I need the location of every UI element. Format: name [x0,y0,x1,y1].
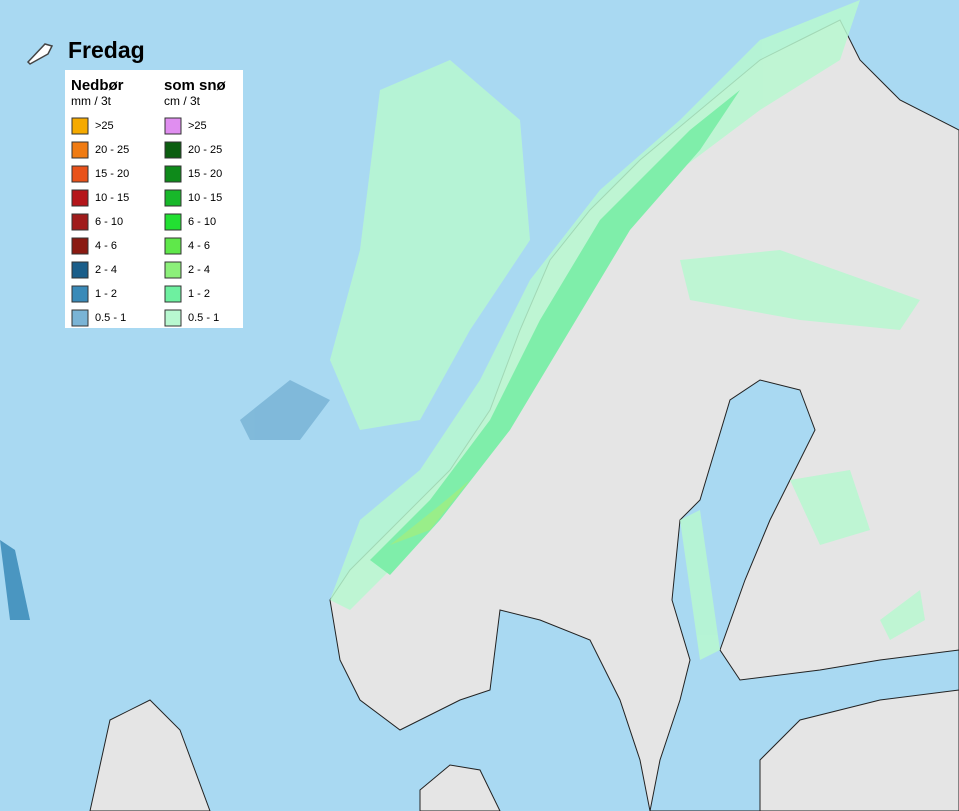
legend-label: 20 - 25 [95,144,129,156]
legend-label: 2 - 4 [95,264,117,276]
legend-label: 6 - 10 [95,216,123,228]
legend-label: >25 [188,120,207,132]
legend-swatch [164,189,182,207]
legend-label: 1 - 2 [188,288,210,300]
legend-swatch [71,141,89,159]
legend-swatch [164,237,182,255]
legend-swatch [71,213,89,231]
map-icon [26,43,54,65]
baltic-sea [649,379,959,811]
legend-label: 0.5 - 1 [188,312,219,324]
legend-unit: cm / 3t [164,94,201,108]
legend-swatch [164,117,182,135]
legend-label: 20 - 25 [188,144,222,156]
legend-swatch [164,141,182,159]
legend-unit: mm / 3t [71,94,112,108]
legend-box [65,70,243,328]
legend-swatch [71,165,89,183]
legend-swatch [164,261,182,279]
land-denmark [419,764,501,811]
legend-label: 6 - 10 [188,216,216,228]
legend-swatch [71,189,89,207]
land-scotland [89,699,211,811]
legend-swatch [71,285,89,303]
legend-title: Nedbør [71,77,124,94]
legend-label: 15 - 20 [188,168,222,180]
legend-swatch [164,213,182,231]
legend-swatch [164,165,182,183]
precipitation [0,0,925,660]
legend-swatch [164,309,182,327]
legend-label: 1 - 2 [95,288,117,300]
legend-label: 10 - 15 [188,192,222,204]
map-title: Fredag [68,37,145,63]
legend-label: 15 - 20 [95,168,129,180]
legend-title: som snø [164,77,227,94]
legend-swatch [71,117,89,135]
legend-label: 10 - 15 [95,192,129,204]
legend-label: 0.5 - 1 [95,312,126,324]
legend-label: 4 - 6 [95,240,117,252]
legend-label: 2 - 4 [188,264,210,276]
legend-swatch [71,261,89,279]
legend-swatch [164,285,182,303]
legend-swatch [71,309,89,327]
legend-label: 4 - 6 [188,240,210,252]
legend-swatch [71,237,89,255]
legend-label: >25 [95,120,114,132]
